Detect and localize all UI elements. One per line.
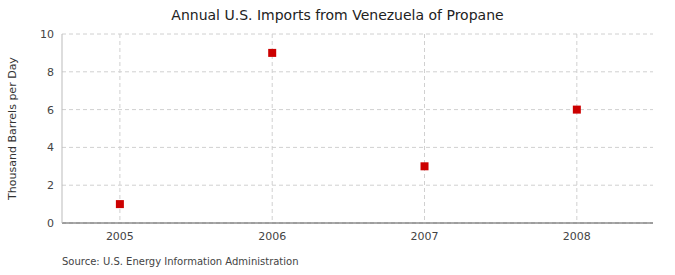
points	[116, 49, 581, 208]
x-tick-label: 2007	[411, 230, 439, 243]
x-tick-label: 2008	[563, 230, 591, 243]
y-grid-line	[62, 147, 653, 148]
chart: Annual U.S. Imports from Venezuela of Pr…	[0, 0, 675, 275]
y-grid-line	[62, 34, 653, 35]
y-tick-label: 2	[47, 179, 54, 192]
y-grid-line	[62, 223, 653, 224]
point	[421, 162, 429, 170]
x-axis-line	[62, 223, 653, 224]
y-tick-label: 4	[47, 141, 54, 154]
y-grid-line	[62, 109, 653, 110]
x-tick-label: 2006	[258, 230, 286, 243]
y-tick-label: 10	[40, 28, 54, 41]
point	[268, 49, 276, 57]
x-grid-line	[119, 34, 120, 223]
x-grid-line	[424, 34, 425, 223]
y-tick-label: 8	[47, 66, 54, 79]
y-tick-label: 0	[47, 217, 54, 230]
point	[573, 106, 581, 114]
y-tick-label: 6	[47, 104, 54, 117]
grid	[62, 34, 653, 223]
x-grid-line	[272, 34, 273, 223]
x-grid-line	[576, 34, 577, 223]
y-grid-line	[62, 71, 653, 72]
y-grid-line	[62, 185, 653, 186]
y-axis-line	[62, 34, 63, 223]
title: Annual U.S. Imports from Venezuela of Pr…	[171, 7, 503, 23]
source-note: Source: U.S. Energy Information Administ…	[62, 256, 299, 267]
point	[116, 200, 124, 208]
x-tick-label: 2005	[106, 230, 134, 243]
y-axis-label: Thousand Barrels per Day	[6, 57, 19, 201]
